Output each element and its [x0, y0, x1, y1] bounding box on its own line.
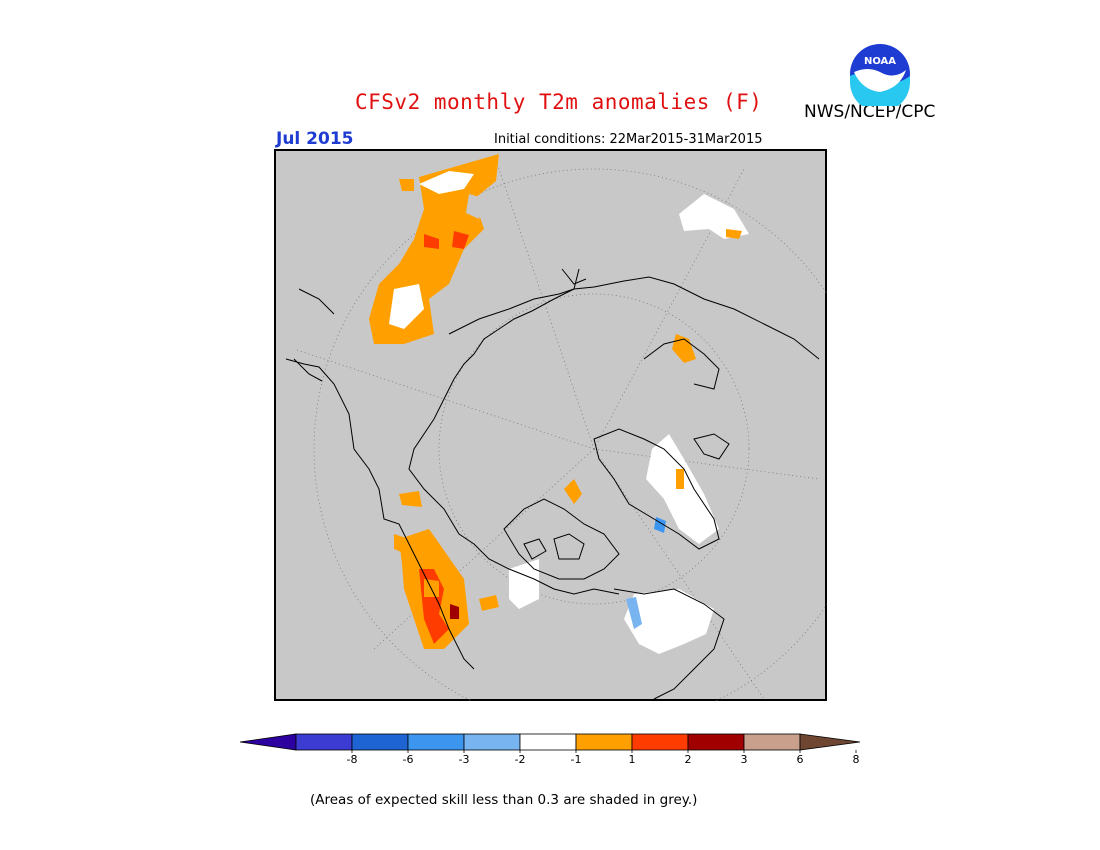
chart-title: CFSv2 monthly T2m anomalies (F)	[355, 90, 763, 114]
blue-patch-na	[626, 597, 642, 629]
colorbar-right-arrow	[799, 733, 861, 751]
orange-patch-greenland	[564, 479, 582, 504]
colorbar-tick-label: -6	[403, 753, 414, 766]
orange-dot-1	[394, 534, 409, 554]
colorbar-box	[575, 733, 633, 751]
orange-dot-3	[479, 595, 499, 611]
colorbar-tick-label: -2	[515, 753, 526, 766]
red-patch-asia-2	[452, 231, 469, 249]
colorbar-box	[407, 733, 465, 751]
white-patch-asia-1	[419, 171, 474, 194]
agency-label: NWS/NCEP/CPC	[804, 102, 936, 122]
colorbar-box	[463, 733, 521, 751]
colorbar-tick-label: 3	[741, 753, 748, 766]
colorbar-box	[631, 733, 689, 751]
anomaly-patches	[369, 154, 749, 654]
white-patch-eastern-na	[624, 589, 714, 654]
orange-dot-northeast	[726, 229, 742, 239]
white-patch-asia-2	[389, 284, 424, 329]
skill-footnote: (Areas of expected skill less than 0.3 a…	[310, 792, 698, 808]
darkred-patch-west-na	[450, 604, 459, 619]
orange-patch-scandinavia	[676, 469, 684, 489]
coastlines	[285, 268, 820, 700]
orange-dot-2	[399, 491, 422, 507]
colorbar-box	[351, 733, 409, 751]
colorbar-tick-label: -3	[459, 753, 470, 766]
noaa-logo-icon: NOAA	[849, 43, 911, 106]
white-patch-northeast	[679, 194, 749, 239]
colorbar-left-arrow	[239, 733, 297, 751]
noaa-logo-text: NOAA	[864, 56, 896, 67]
colorbar: -8 -6 -3 -2 -1 1 2 3 6 8	[239, 733, 861, 766]
red-patch-asia-1	[424, 234, 439, 249]
colorbar-tick-label: 6	[797, 753, 804, 766]
colorbar-box	[687, 733, 745, 751]
polar-map	[274, 149, 827, 701]
colorbar-tick-label: -8	[347, 753, 358, 766]
target-month-label: Jul 2015	[276, 129, 354, 149]
initial-conditions-label: Initial conditions: 22Mar2015-31Mar2015	[494, 132, 763, 147]
map-frame	[274, 149, 827, 701]
colorbar-box	[295, 733, 353, 751]
colorbar-tick-label: -1	[571, 753, 582, 766]
colorbar-tick-label: 1	[629, 753, 636, 766]
colorbar-tick-label: 8	[853, 753, 860, 766]
colorbar-box	[519, 733, 577, 751]
colorbar-tick-label: 2	[685, 753, 692, 766]
grey-hole-asia	[466, 194, 486, 219]
orange-dot-asia	[399, 179, 414, 191]
colorbar-box	[743, 733, 801, 751]
orange-patch-central	[672, 334, 696, 363]
